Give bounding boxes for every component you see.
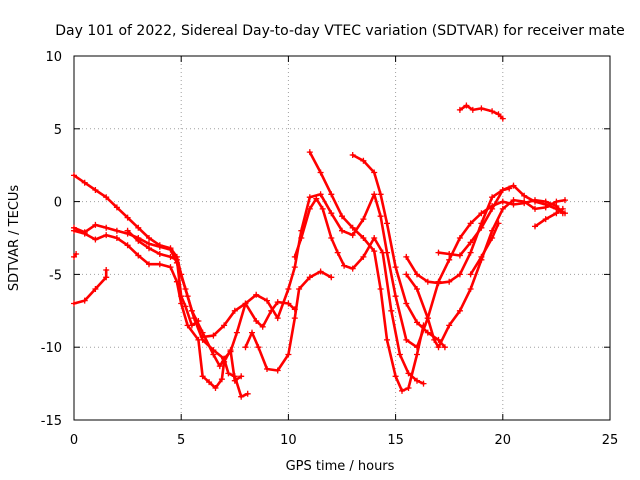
x-tick-label: 20 [495, 433, 512, 448]
series-markers [124, 227, 202, 329]
series-markers [306, 149, 427, 394]
series-markers [199, 299, 298, 340]
y-tick-label: -5 [49, 268, 62, 283]
series-markers [71, 267, 110, 307]
series-markers [71, 227, 245, 391]
series-track [456, 102, 506, 122]
axis-ticks [73, 55, 611, 421]
series-line [72, 229, 243, 390]
series-line [126, 229, 200, 327]
series-markers [349, 152, 448, 351]
series-track [532, 205, 566, 230]
y-tick-label: 10 [45, 50, 62, 65]
series-track [242, 268, 335, 374]
y-tick-label: 5 [54, 123, 62, 138]
x-tick-label: 5 [177, 433, 185, 448]
x-axis-tick-labels: 0 5 10 15 20 25 [70, 433, 618, 448]
series-markers [435, 182, 568, 259]
series-markers [71, 251, 80, 260]
chart-title: Day 101 of 2022, Sidereal Day-to-day VTE… [55, 23, 625, 39]
series-markers [291, 195, 427, 387]
series-track [291, 195, 427, 387]
series-line [533, 207, 565, 228]
x-tick-label: 25 [602, 433, 619, 448]
y-tick-label: -15 [41, 414, 62, 429]
series-markers [403, 197, 568, 351]
series-track [124, 227, 202, 329]
series-track [306, 149, 427, 394]
series-track [349, 152, 448, 351]
series-line [469, 222, 500, 276]
series-markers [456, 102, 506, 122]
series-markers [532, 205, 566, 230]
y-axis-tick-labels: -15 -10 -5 0 5 10 [41, 50, 62, 429]
x-tick-label: 10 [280, 433, 297, 448]
plot-frame [73, 55, 611, 421]
series-track [467, 220, 502, 278]
y-tick-label: 0 [54, 196, 62, 211]
series-line [72, 174, 565, 361]
series-markers [242, 268, 335, 374]
series-track [71, 227, 245, 391]
x-axis-label: GPS time / hours [286, 459, 395, 474]
y-tick-label: -10 [41, 341, 62, 356]
y-axis-label: SDTVAR / TECUs [7, 185, 22, 292]
series-track [71, 267, 110, 307]
series-track [435, 182, 568, 259]
data-series [71, 102, 568, 400]
x-tick-label: 0 [70, 433, 78, 448]
series-track [71, 251, 80, 260]
x-tick-label: 15 [387, 433, 404, 448]
series-track [199, 299, 298, 340]
series-markers [467, 220, 502, 278]
